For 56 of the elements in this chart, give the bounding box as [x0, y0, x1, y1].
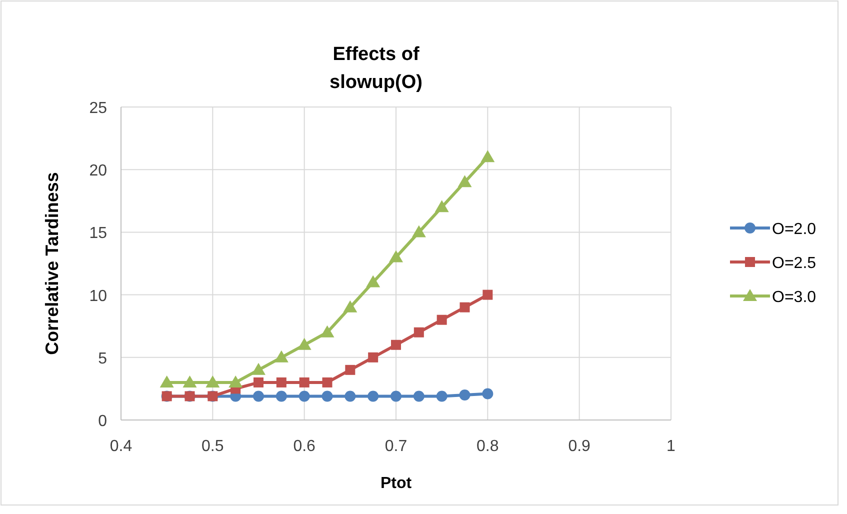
x-tick-label: 0.7	[384, 438, 408, 455]
x-tick-label: 0.5	[202, 438, 224, 455]
point	[299, 377, 310, 388]
point	[297, 338, 312, 350]
legend-label: O=2.0	[772, 221, 816, 238]
point	[345, 364, 356, 375]
chart-title: Effects of slowup(O)	[330, 44, 422, 93]
x-tick-label: 0.4	[110, 438, 132, 455]
x-axis-title: Ptot	[380, 475, 412, 492]
x-tick-label: 0.6	[293, 438, 316, 455]
point	[254, 377, 264, 388]
y-tick-label: 20	[89, 162, 108, 180]
legend-label: O=2.5	[772, 255, 816, 272]
point	[434, 200, 449, 212]
point	[322, 377, 332, 388]
y-tick-label: 25	[89, 100, 108, 117]
point	[298, 390, 310, 402]
point	[368, 352, 378, 362]
point	[276, 390, 287, 402]
point	[459, 389, 470, 400]
y-tick-label: 15	[89, 225, 108, 242]
point	[228, 375, 243, 388]
point	[390, 390, 402, 402]
y-tick-label: 0	[98, 413, 108, 430]
point	[253, 390, 264, 402]
x-tick-label: 0.8	[476, 438, 499, 455]
point	[436, 314, 447, 325]
x-tick-label: 0.9	[568, 438, 591, 455]
point	[344, 390, 356, 402]
point	[343, 300, 358, 312]
point	[206, 375, 220, 388]
point	[252, 362, 266, 375]
point	[322, 390, 333, 402]
y-axis-title: Correlative Tardiness	[42, 172, 62, 355]
x-tick-label: 1	[666, 438, 676, 455]
point	[482, 388, 494, 400]
point	[160, 375, 174, 388]
point	[458, 175, 472, 188]
y-tick-label: 5	[98, 350, 108, 368]
point	[436, 390, 448, 402]
point	[389, 250, 403, 262]
point	[320, 325, 334, 338]
point	[366, 275, 380, 288]
point	[274, 350, 288, 362]
legend-label: O=3.0	[772, 289, 816, 306]
point	[368, 390, 379, 402]
y-tick-label: 10	[89, 288, 108, 305]
point	[412, 225, 426, 238]
point	[414, 327, 424, 338]
point	[276, 377, 286, 388]
point	[413, 390, 424, 402]
point	[480, 150, 495, 162]
point	[460, 302, 470, 312]
point	[182, 375, 197, 388]
point	[482, 290, 493, 300]
point	[391, 340, 401, 350]
